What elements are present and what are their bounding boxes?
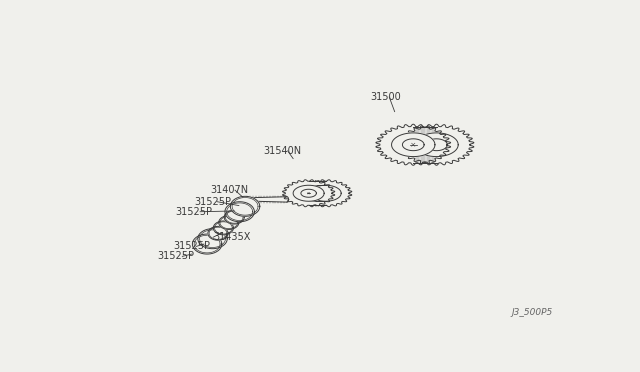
Text: 31525P: 31525P — [173, 241, 210, 251]
Polygon shape — [193, 234, 222, 254]
Polygon shape — [376, 124, 451, 165]
Polygon shape — [198, 229, 227, 249]
Polygon shape — [415, 133, 458, 157]
Polygon shape — [301, 189, 316, 197]
Polygon shape — [208, 226, 228, 240]
Polygon shape — [224, 210, 244, 224]
Polygon shape — [284, 180, 351, 193]
Polygon shape — [378, 126, 472, 145]
Text: 31540N: 31540N — [264, 146, 302, 156]
Polygon shape — [244, 198, 245, 201]
Text: 31525P: 31525P — [157, 251, 195, 262]
Text: 31435X: 31435X — [213, 232, 251, 242]
Polygon shape — [293, 185, 324, 201]
Polygon shape — [403, 139, 424, 151]
Polygon shape — [310, 185, 341, 201]
Polygon shape — [230, 196, 260, 217]
Polygon shape — [300, 180, 352, 207]
Text: 31407N: 31407N — [210, 185, 248, 195]
Text: 31500: 31500 — [371, 92, 401, 102]
Polygon shape — [392, 133, 435, 157]
Polygon shape — [219, 216, 239, 230]
Polygon shape — [213, 221, 234, 235]
Polygon shape — [225, 202, 254, 222]
Text: J3_500P5: J3_500P5 — [511, 308, 553, 317]
Polygon shape — [282, 180, 335, 207]
Text: 31525P: 31525P — [175, 207, 212, 217]
Polygon shape — [399, 124, 474, 165]
Text: 31525P: 31525P — [194, 197, 231, 207]
